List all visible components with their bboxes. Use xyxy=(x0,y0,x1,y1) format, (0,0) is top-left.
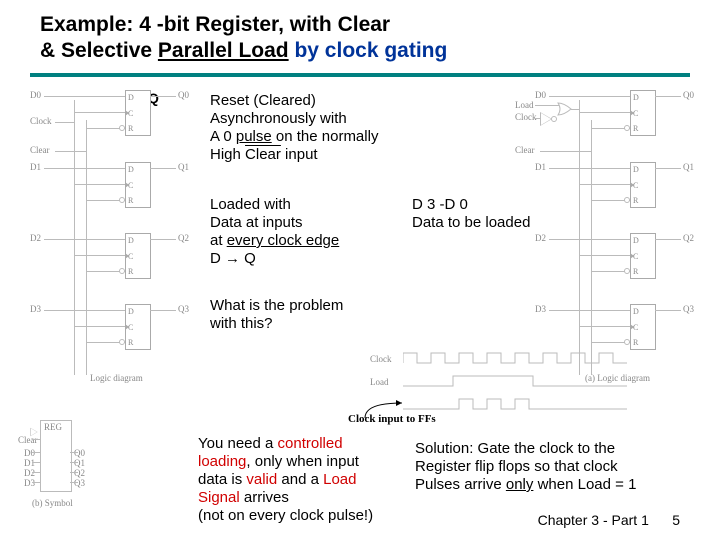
para-need: You need a controlled loading, only when… xyxy=(198,435,373,525)
para-solution: Solution: Gate the clock to the Register… xyxy=(415,440,636,494)
page-number: 5 xyxy=(672,512,680,528)
para-loaded: Loaded with Data at inputs at every cloc… xyxy=(210,196,339,268)
title-underline xyxy=(30,73,690,77)
title-line1: Example: 4 -bit Register, with Clear xyxy=(40,13,390,36)
left-ff-2: DCR xyxy=(125,233,151,279)
left-ff-0: DCR xyxy=(125,90,151,136)
right-ff-1: DCR xyxy=(630,162,656,208)
chapter-label: Chapter 3 - Part 1 xyxy=(538,512,649,528)
slide-title: Example: 4 -bit Register, with Clear & S… xyxy=(40,12,447,65)
right-ff-2: DCR xyxy=(630,233,656,279)
left-ff-3: DCR xyxy=(125,304,151,350)
page-footer: Chapter 3 - Part 1 5 xyxy=(538,512,680,528)
para-reset: Reset (Cleared) Asynchronously with A 0 … xyxy=(210,92,378,164)
right-ff-3: DCR xyxy=(630,304,656,350)
para-problem: What is the problem with this? xyxy=(210,297,343,333)
para-d3d0: D 3 -D 0 Data to be loaded xyxy=(412,196,530,232)
right-logic-diagram: Load Clock Clear DCR DCR DCR DCR D0 Q0 D… xyxy=(515,90,695,385)
left-logic-diagram: Clock Clear DCR DCR DCR DCR D0 Q0 D1 Q1 … xyxy=(30,90,190,385)
title-line2b: Parallel Load xyxy=(158,39,289,62)
timing-diagram: Clock Load xyxy=(370,352,640,422)
register-symbol: REG Clear D0 D1 D2 D3 Q0 Q1 Q2 Q3 (b) Sy… xyxy=(22,420,87,515)
title-line2a: & Selective xyxy=(40,39,158,62)
title-line2c: by clock gating xyxy=(289,39,448,62)
left-ff-1: DCR xyxy=(125,162,151,208)
right-ff-0: DCR xyxy=(630,90,656,136)
